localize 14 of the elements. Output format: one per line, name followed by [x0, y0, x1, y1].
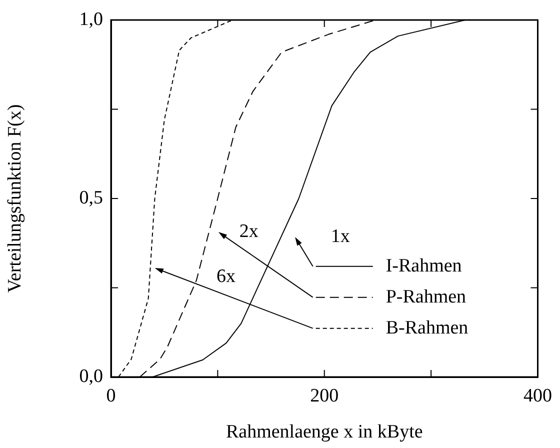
x-axis-title: Rahmenlaenge x in kByte	[226, 422, 423, 443]
legend-label: B-Rahmen	[386, 317, 469, 338]
annotation: 1x	[330, 226, 350, 247]
legend-label: I-Rahmen	[386, 255, 462, 276]
y-axis-title: Verteilungsfunktion F(x)	[4, 104, 26, 293]
y-tick-label: 0,0	[79, 366, 103, 387]
x-tick-label: 200	[310, 385, 339, 406]
annotation: 2x	[239, 220, 259, 242]
legend-label: P-Rahmen	[386, 286, 467, 308]
y-tick-label: 0,5	[79, 187, 103, 208]
x-tick-label: 400	[524, 385, 552, 406]
y-tick-label: 1,0	[79, 8, 103, 30]
annotation: 6x	[216, 266, 236, 287]
x-tick-label: 0	[106, 385, 116, 406]
